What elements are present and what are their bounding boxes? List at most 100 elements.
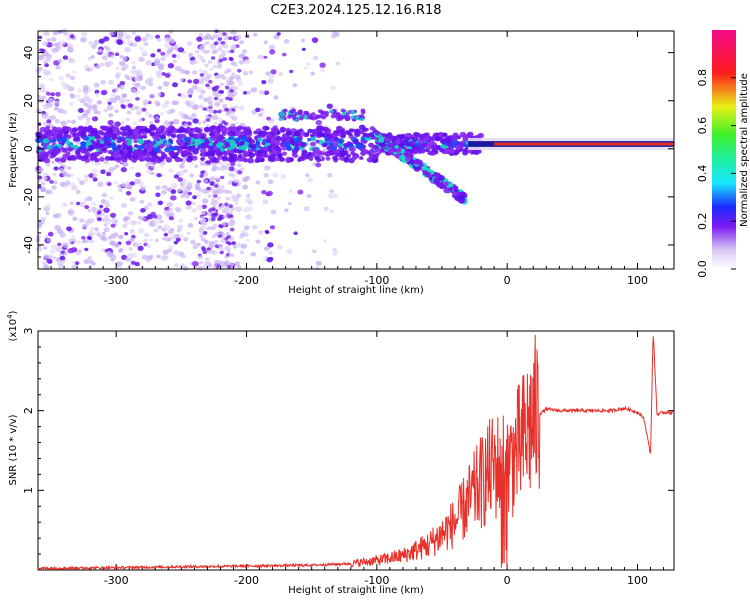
spectrogram-cell [164, 147, 171, 153]
spectrogram-y-tick-label: 20 [22, 94, 35, 108]
spectrogram-cell [44, 57, 51, 63]
spectrogram-cell [324, 151, 331, 157]
spectrogram-cell [81, 131, 87, 136]
spectrogram-cell [283, 141, 290, 147]
spectrogram-cell [80, 144, 86, 150]
spectrogram-cell [292, 115, 297, 120]
spectrogram-cell [210, 125, 216, 130]
spectrogram-cell [127, 257, 133, 262]
spectrogram-cell [451, 143, 457, 148]
spectrogram-cell [165, 156, 171, 161]
spectrogram-cell [186, 231, 191, 235]
spectrogram-cell [146, 214, 154, 220]
spectrogram-cell [247, 206, 253, 211]
spectrogram-cell [121, 182, 128, 188]
spectrogram-cell [448, 187, 454, 192]
spectrogram-cell [286, 248, 293, 255]
spectrogram-cell [83, 102, 88, 107]
spectrogram-cell [177, 47, 185, 53]
spectrogram-cell [405, 156, 412, 162]
spectrogram-cell [289, 109, 295, 114]
spectrogram-cell [169, 146, 175, 151]
spectrogram-cell [283, 39, 290, 44]
spectrogram-cell [175, 237, 181, 242]
spectrogram-cell [93, 144, 100, 150]
spectrogram-cell [69, 144, 75, 148]
spectrogram-cell [220, 204, 226, 208]
spectrogram-cell [118, 247, 124, 252]
spectrogram-cell [197, 254, 204, 260]
spectrogram-cell [210, 201, 215, 206]
spectrogram-cell [126, 144, 133, 150]
spectrogram-cell [239, 40, 244, 45]
spectrogram-cell [188, 52, 194, 57]
spectrogram-cell [268, 73, 275, 80]
spectrogram-cell [217, 47, 222, 51]
spectrogram-cell [168, 245, 174, 250]
spectrogram-cell [214, 34, 219, 39]
spectrogram-cell [226, 162, 231, 167]
spectrogram-cell [226, 249, 231, 253]
spectrogram-cell [127, 185, 133, 190]
spectrogram-cell [268, 44, 275, 51]
spectrogram-cell [211, 217, 216, 221]
spectrogram-cell [298, 116, 304, 121]
spectrogram-cell [91, 202, 97, 206]
spectrogram-cell [214, 85, 220, 89]
spectrogram-cell [207, 60, 213, 64]
spectrogram-cell [213, 121, 218, 126]
spectrogram-cell [178, 134, 185, 139]
spectrogram-cell [191, 155, 198, 161]
spectrogram-cell [187, 206, 192, 210]
spectrogram-cell [241, 49, 248, 54]
spectrogram-cell [315, 260, 322, 266]
spectrogram-cell [41, 176, 48, 182]
spectrogram-cell [129, 230, 135, 235]
figure-title: C2E3.2024.125.12.16.R18 [270, 3, 441, 18]
spectrogram-cell [68, 101, 74, 106]
spectrogram-cell [91, 155, 97, 161]
spectrogram-cell [292, 153, 299, 158]
spectrogram-cell [229, 30, 234, 35]
spectrogram-cell [241, 229, 247, 234]
spectrogram-cell [178, 218, 184, 223]
spectrogram-cell [317, 131, 325, 137]
spectrogram-cell [332, 30, 337, 35]
spectrogram-cell [121, 121, 125, 125]
spectrogram-cell [118, 188, 123, 192]
spectrogram-cell [92, 177, 98, 182]
spectrogram-cell [57, 228, 64, 234]
spectrogram-cell [190, 127, 195, 132]
spectrogram-cell [122, 149, 128, 154]
spectrogram-cell [167, 62, 175, 69]
spectrogram-cell [234, 121, 239, 125]
spectrogram-cell [198, 94, 204, 99]
spectrogram-cell [138, 227, 145, 234]
spectrogram-cell [206, 74, 212, 79]
spectrogram-cell [198, 68, 203, 73]
spectrogram-cell [67, 46, 74, 53]
spectrogram-cell [378, 137, 385, 143]
spectrogram-cell [216, 187, 222, 191]
spectrogram-cell [335, 61, 341, 66]
spectrogram-cell [204, 115, 210, 119]
spectrogram-cell [86, 104, 94, 111]
spectrogram-cell [163, 42, 170, 48]
spectrogram-cell [301, 153, 309, 160]
spectrogram-cell [125, 191, 132, 196]
spectrogram-cell [160, 56, 166, 62]
spectrogram-cell [239, 250, 245, 255]
spectrogram-cell [211, 114, 218, 121]
spectrogram-cell [50, 37, 57, 42]
spectrogram-cell [171, 54, 177, 58]
spectrogram-cell [53, 166, 59, 171]
spectrogram-cell [297, 109, 303, 114]
spectrogram-cell [57, 242, 62, 247]
spectrogram-cell [92, 209, 98, 214]
spectrogram-cell [145, 60, 152, 66]
spectrogram-cell [443, 187, 451, 194]
spectrogram-cell [93, 110, 99, 115]
spectrogram-cell [203, 179, 208, 183]
spectrogram-cell [108, 31, 114, 36]
spectrogram-cell [80, 37, 87, 43]
